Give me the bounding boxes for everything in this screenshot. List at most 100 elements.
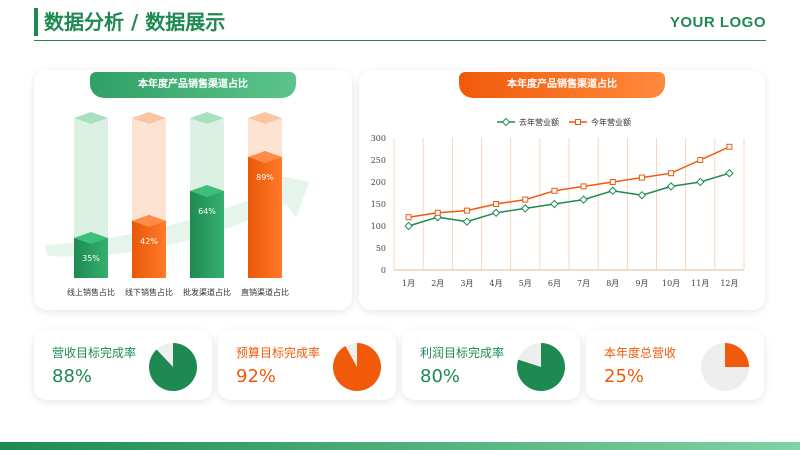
bar-category-label: 批发渠道占比 <box>183 288 231 297</box>
bar-value-label: 89% <box>256 172 274 182</box>
bar-cap <box>132 214 166 227</box>
legend-label: 去年营业额 <box>519 117 559 127</box>
series-line <box>408 172 730 227</box>
kpi-card: 利润目标完成率 80% <box>402 330 580 400</box>
kpi-label: 预算目标完成率 <box>236 346 321 360</box>
bar-value-label: 35% <box>82 254 100 263</box>
data-point <box>463 207 470 214</box>
bar-track <box>74 118 108 238</box>
bar-track-cap <box>74 112 108 124</box>
y-tick-label: 250 <box>371 156 386 165</box>
kpi-pie-chart <box>517 343 565 391</box>
line-chart-title: 本年度产品销售渠道占比 <box>459 72 665 98</box>
data-point <box>608 186 617 196</box>
bar-chart-card: 本年度产品销售渠道占比 35% 线上销售占比 42% 线下销售占比 64% 批发渠道占比 8… <box>34 70 352 310</box>
kpi-card: 预算目标完成率 92% <box>218 330 396 400</box>
kpi-card: 营收目标完成率 88% <box>34 330 212 400</box>
bar-track-cap <box>248 112 282 124</box>
data-point <box>696 177 705 187</box>
data-point <box>550 199 559 209</box>
title-accent-bar <box>34 8 38 36</box>
kpi-value: 92% <box>236 366 277 387</box>
data-point <box>697 157 704 163</box>
y-tick-label: 50 <box>376 244 386 253</box>
kpi-value: 25% <box>604 366 645 387</box>
data-point <box>580 183 587 190</box>
x-tick-label: 1月 <box>402 279 415 288</box>
footer-bar <box>0 442 800 450</box>
page-title: 数据分析 / 数据展示 <box>44 10 226 34</box>
x-tick-label: 4月 <box>490 279 503 288</box>
kpi-label: 营收目标完成率 <box>52 346 137 360</box>
pie-slice <box>149 343 197 391</box>
data-point <box>493 201 500 207</box>
title-divider <box>34 40 766 41</box>
pie-slice <box>517 343 565 391</box>
legend-marker <box>575 119 581 125</box>
data-point <box>609 179 616 185</box>
x-tick-label: 10月 <box>662 279 680 288</box>
data-point <box>725 168 734 178</box>
data-point <box>434 209 441 216</box>
bar <box>190 190 224 278</box>
x-tick-label: 8月 <box>606 279 619 288</box>
y-tick-label: 100 <box>371 222 386 231</box>
legend-label: 今年营业额 <box>591 117 631 127</box>
line-chart-card: 本年度产品销售渠道占比 0 50 100 150 200 250 300 1月 2月 3月 4月 5月… <box>359 70 765 310</box>
x-tick-label: 2月 <box>431 279 444 288</box>
bar <box>132 220 166 278</box>
bar-cap <box>190 184 224 197</box>
data-point <box>551 187 558 194</box>
kpi-pie-chart <box>333 343 381 391</box>
data-point <box>491 208 501 218</box>
data-point <box>666 182 676 191</box>
data-point <box>405 214 412 221</box>
bar-track <box>248 118 282 157</box>
data-point <box>579 195 588 204</box>
bar-track <box>132 118 166 221</box>
legend-marker <box>501 117 511 127</box>
pie-slice <box>725 343 749 367</box>
y-tick-label: 300 <box>371 134 386 143</box>
bar-chart-title: 本年度产品销售渠道占比 <box>90 72 296 98</box>
bar-chart <box>44 112 309 278</box>
y-tick-label: 200 <box>371 178 386 187</box>
kpi-pie-chart <box>149 343 197 391</box>
bar <box>74 238 108 278</box>
x-tick-label: 6月 <box>548 279 561 288</box>
y-tick-label: 150 <box>371 200 386 209</box>
bar <box>248 156 282 278</box>
bar-category-label: 线下销售占比 <box>125 288 173 297</box>
kpi-value: 80% <box>420 366 461 387</box>
data-point <box>638 174 645 181</box>
bar-track-cap <box>132 112 166 124</box>
x-tick-label: 3月 <box>460 279 473 288</box>
line-chart: 0 50 100 150 200 250 300 1月 2月 3月 4月 5月 6月 7月 8月 9月 10月 1… <box>371 117 745 288</box>
bar-cap <box>74 232 108 244</box>
bar-track <box>190 118 224 191</box>
bar-cap <box>248 150 282 163</box>
y-tick-label: 0 <box>381 266 386 275</box>
series-line <box>408 146 730 218</box>
bar-track-cap <box>190 112 224 124</box>
data-point <box>462 217 472 226</box>
x-tick-label: 5月 <box>519 279 532 288</box>
bar-value-label: 42% <box>140 236 158 246</box>
kpi-value: 88% <box>52 366 93 387</box>
pie-slice <box>333 343 381 391</box>
data-point <box>726 143 733 150</box>
data-point <box>521 204 530 213</box>
bar-category-label: 线上销售占比 <box>67 288 115 297</box>
bar-value-label: 64% <box>198 206 216 216</box>
kpi-label: 本年度总营收 <box>604 346 677 360</box>
kpi-label: 利润目标完成率 <box>420 346 505 360</box>
x-tick-label: 12月 <box>720 279 738 288</box>
x-tick-label: 9月 <box>635 279 648 288</box>
data-point <box>404 221 413 231</box>
data-point <box>668 170 675 177</box>
x-tick-label: 7月 <box>577 279 590 288</box>
x-tick-label: 11月 <box>691 279 709 288</box>
kpi-pie-chart <box>701 343 749 391</box>
logo: YOUR LOGO <box>669 14 766 31</box>
data-point <box>637 190 647 200</box>
